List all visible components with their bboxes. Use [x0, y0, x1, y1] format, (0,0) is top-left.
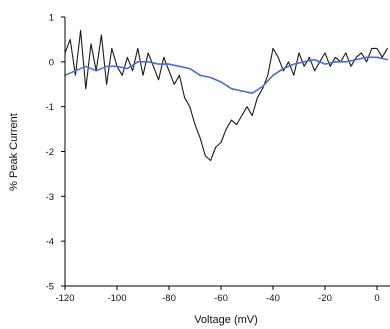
x-axis-label: Voltage (mV) — [194, 314, 258, 326]
y-tick-label: -1 — [46, 102, 54, 113]
x-tick-label: -100 — [107, 293, 126, 304]
y-tick-label: -3 — [46, 192, 54, 203]
x-tick-label: 0 — [374, 293, 379, 304]
y-axis-label: % Peak Current — [8, 113, 20, 191]
y-ticks: -5 -4 -3 -2 -1 0 1 — [46, 13, 65, 293]
x-tick-label: -60 — [214, 293, 228, 304]
series-layer — [64, 29, 389, 162]
y-tick-label: 0 — [49, 57, 54, 68]
y-tick-label: -5 — [46, 282, 54, 293]
series-line-2 — [64, 56, 389, 94]
x-tick-label: -120 — [55, 293, 74, 304]
y-tick-label: -2 — [46, 147, 54, 158]
series-line-1 — [64, 29, 388, 162]
x-tick-label: -80 — [162, 293, 176, 304]
y-tick-label: -4 — [46, 237, 54, 248]
x-tick-label: -40 — [266, 293, 280, 304]
x-ticks: -120 -100 -80 -60 -40 -20 0 — [55, 286, 380, 304]
y-tick-label: 1 — [49, 13, 54, 24]
x-tick-label: -20 — [318, 293, 332, 304]
